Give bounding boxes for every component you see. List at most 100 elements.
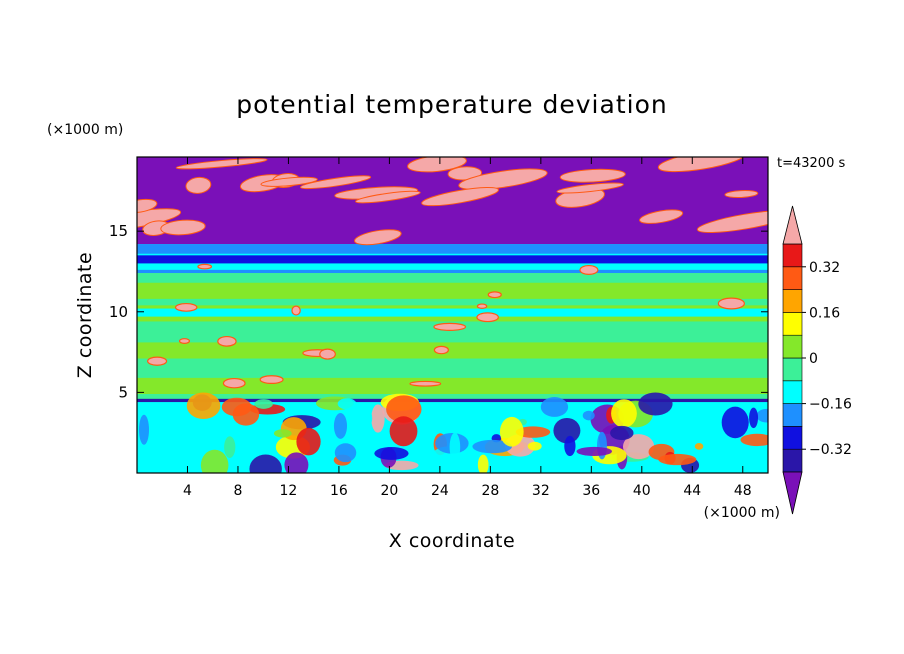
colorbar-segment xyxy=(782,289,803,313)
field-blob xyxy=(740,433,768,447)
field-blob xyxy=(260,176,318,187)
field-blob xyxy=(657,157,747,173)
field-blob xyxy=(224,436,236,458)
field-blob xyxy=(433,345,449,355)
x-tick-label: 24 xyxy=(431,483,449,499)
field-blob xyxy=(386,395,422,423)
field-layer-band xyxy=(137,342,768,359)
field-blob xyxy=(147,356,168,366)
field-layer-band xyxy=(137,308,768,317)
field-blob xyxy=(622,434,655,460)
field-blob xyxy=(175,158,268,170)
x-tick-label: 44 xyxy=(683,483,701,499)
field-blob xyxy=(472,439,512,454)
x-tick-label: 4 xyxy=(183,483,192,499)
y-axis-unit: (×1000 m) xyxy=(47,122,123,138)
field-blob xyxy=(576,446,613,457)
field-layer-band xyxy=(137,282,768,299)
field-blob xyxy=(291,305,301,316)
field-blob xyxy=(610,425,634,441)
time-label: t=43200 s xyxy=(777,156,845,171)
colorbar: 0.32 0.16 0 −0.16 −0.32 xyxy=(782,205,852,515)
field-blob xyxy=(515,426,551,438)
field-blob xyxy=(477,454,489,473)
field-blob xyxy=(556,182,624,194)
plot-frame xyxy=(136,156,769,474)
x-axis-ticks: 4 8 12 16 20 24 28 32 36 40 44 48 xyxy=(183,157,752,499)
field-blob xyxy=(582,410,595,421)
field-blob xyxy=(273,429,292,438)
field-blob xyxy=(354,406,373,431)
field-blob xyxy=(334,443,357,463)
colorbar-segment xyxy=(782,426,803,450)
field-blob xyxy=(185,176,212,194)
x-tick-label: 20 xyxy=(380,483,398,499)
field-blob xyxy=(721,406,749,439)
field-blob xyxy=(186,392,221,420)
field-blob xyxy=(200,449,229,473)
field-blob xyxy=(559,168,626,183)
field-blob xyxy=(319,348,336,360)
field-blob xyxy=(579,264,599,275)
x-tick-label: 16 xyxy=(330,483,348,499)
colorbar-segment xyxy=(782,243,803,268)
y-tick-label: 5 xyxy=(118,383,128,401)
field-blob xyxy=(249,454,282,473)
y-tick-label: 15 xyxy=(109,222,128,240)
field-blob xyxy=(638,392,673,416)
field-blob xyxy=(221,397,252,417)
field-blob xyxy=(354,229,402,246)
y-axis-ticks: 5 10 15 xyxy=(109,222,768,401)
field-blob xyxy=(658,453,697,466)
x-tick-label: 12 xyxy=(280,483,298,499)
field-blob xyxy=(137,198,158,214)
y-axis-label: Z coordinate xyxy=(74,252,96,378)
colorbar-segment xyxy=(782,312,803,336)
field-blob xyxy=(217,335,237,347)
field-blob xyxy=(433,322,467,331)
field-blob xyxy=(756,408,768,423)
field-blob xyxy=(374,446,409,460)
field-blob xyxy=(527,441,542,451)
field-blob xyxy=(694,442,704,450)
y-tick-label: 10 xyxy=(109,303,128,321)
field-blob xyxy=(564,435,576,457)
colorbar-tick-label: −0.32 xyxy=(809,442,852,458)
field-blob xyxy=(540,397,569,417)
x-tick-label: 8 xyxy=(233,483,242,499)
colorbar-segment xyxy=(782,380,803,404)
field-blob xyxy=(639,209,684,224)
heatmap-field xyxy=(137,157,768,473)
field-layer-band xyxy=(137,377,768,394)
field-blob xyxy=(458,168,548,190)
field-blob xyxy=(717,297,745,310)
colorbar-tick-label: 0 xyxy=(809,351,818,367)
colorbar-segment xyxy=(782,266,803,290)
colorbar-segment xyxy=(782,334,803,359)
colorbar-extend-min xyxy=(782,471,803,515)
field-blob xyxy=(749,407,758,429)
field-blob xyxy=(611,399,637,428)
x-tick-label: 40 xyxy=(633,483,651,499)
field-blob xyxy=(409,380,442,387)
field-blob xyxy=(487,291,502,299)
field-blob xyxy=(449,432,461,462)
field-blob xyxy=(299,175,372,190)
colorbar-tick-label: 0.32 xyxy=(809,260,840,276)
field-blob xyxy=(696,210,768,233)
field-blob xyxy=(160,219,206,236)
field-blob xyxy=(139,414,150,445)
x-tick-label: 28 xyxy=(481,483,499,499)
colorbar-segment xyxy=(782,448,803,473)
field-blob xyxy=(389,416,418,447)
colorbar-segment xyxy=(782,403,803,427)
x-tick-label: 32 xyxy=(532,483,550,499)
field-layer-band xyxy=(137,398,768,403)
field-blob xyxy=(259,375,284,384)
field-blob xyxy=(296,427,321,456)
field-blob xyxy=(337,398,357,410)
colorbar-extend-max xyxy=(782,205,803,245)
colorbar-segment xyxy=(782,357,803,382)
field-blob xyxy=(553,417,581,444)
